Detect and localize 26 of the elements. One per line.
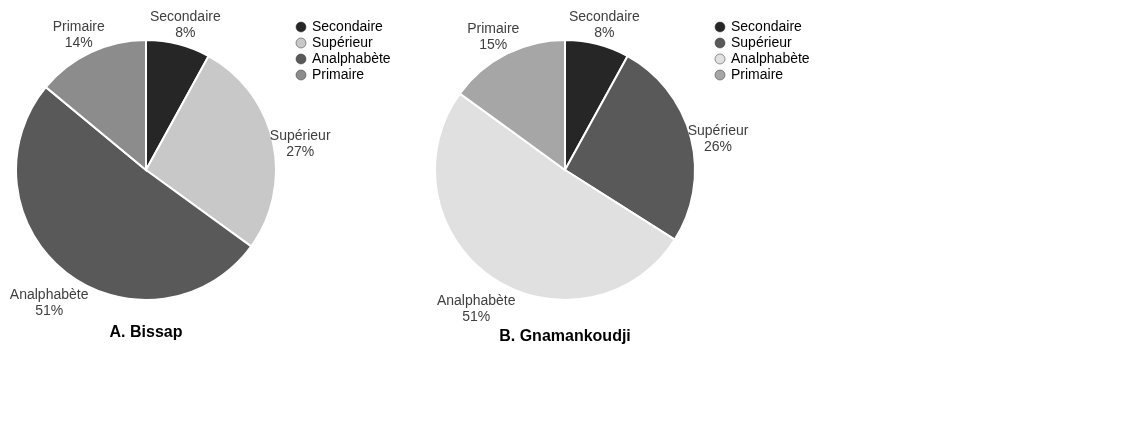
slice-label: Primaire — [52, 18, 105, 35]
data-label: 8% — [594, 23, 615, 40]
slice-label: Secondaire — [568, 7, 640, 24]
data-label: 51% — [462, 307, 491, 324]
data-label: 14% — [64, 34, 93, 51]
data-label: 27% — [286, 142, 315, 159]
slice-label: Primaire — [467, 20, 520, 37]
data-label: 51% — [35, 301, 64, 318]
slice-label: Supérieur — [269, 126, 331, 143]
legend-label: Secondaire — [731, 18, 803, 34]
data-label: 8% — [175, 23, 196, 40]
slice-label: Secondaire — [149, 7, 221, 24]
slice-label: Analphabète — [436, 291, 516, 308]
text: A. Bissap — [109, 323, 183, 340]
legend-label: Analphabète — [731, 50, 810, 66]
legend-label: Primaire — [312, 66, 365, 82]
legend-label: Secondaire — [312, 18, 384, 34]
legend-label: Supérieur — [312, 34, 374, 50]
text: B. Gnamankoudji — [499, 326, 631, 344]
data-label: 15% — [479, 36, 508, 53]
slice-label: Supérieur — [687, 121, 749, 138]
legend-label: Analphabète — [312, 50, 391, 66]
data-label: 26% — [704, 137, 733, 154]
slice-label: Analphabète — [9, 285, 89, 302]
legend-label: Supérieur — [731, 34, 793, 50]
legend-label: Primaire — [731, 66, 784, 82]
